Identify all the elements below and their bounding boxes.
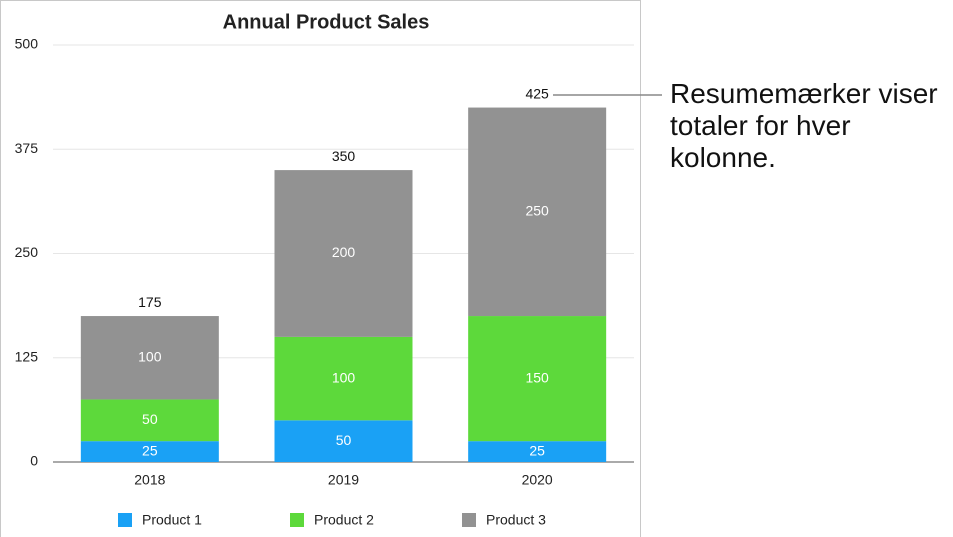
bar-segment	[274, 420, 413, 462]
bar-segment	[468, 316, 607, 442]
chart-title: Annual Product Sales	[223, 11, 430, 33]
bar-segment	[274, 336, 413, 421]
total-label: 425	[525, 85, 549, 101]
legend-label: Product 3	[486, 512, 546, 528]
value-label: 100	[138, 348, 162, 364]
value-label: 50	[142, 411, 158, 427]
value-label: 150	[525, 369, 549, 385]
total-label: 350	[332, 148, 356, 164]
value-label: 25	[529, 442, 545, 458]
legend-label: Product 2	[314, 512, 374, 528]
bar-segment	[468, 441, 607, 462]
annotation: Resumemærker viser totaler for hver kolo…	[670, 78, 938, 173]
y-tick-label: 250	[15, 244, 39, 260]
bar-segment	[80, 399, 219, 442]
bar-segment	[80, 441, 219, 462]
x-tick-label: 2019	[328, 472, 359, 488]
bar-segment	[80, 316, 219, 400]
value-label: 25	[142, 442, 158, 458]
value-label: 50	[336, 432, 352, 448]
x-tick-label: 2020	[522, 472, 553, 488]
y-tick-label: 500	[15, 36, 39, 52]
value-label: 250	[525, 203, 549, 219]
y-tick-label: 125	[15, 348, 39, 364]
y-tick-label: 375	[15, 140, 39, 156]
x-tick-label: 2018	[134, 472, 165, 488]
legend-swatch	[118, 513, 132, 527]
legend-swatch	[462, 513, 476, 527]
legend-label: Product 1	[142, 512, 202, 528]
value-label: 200	[332, 244, 356, 260]
bar-segment	[274, 170, 413, 337]
legend-swatch	[290, 513, 304, 527]
total-label: 175	[138, 294, 162, 310]
bar-segment	[468, 107, 607, 317]
y-tick-label: 0	[30, 453, 38, 469]
value-label: 100	[332, 369, 356, 385]
